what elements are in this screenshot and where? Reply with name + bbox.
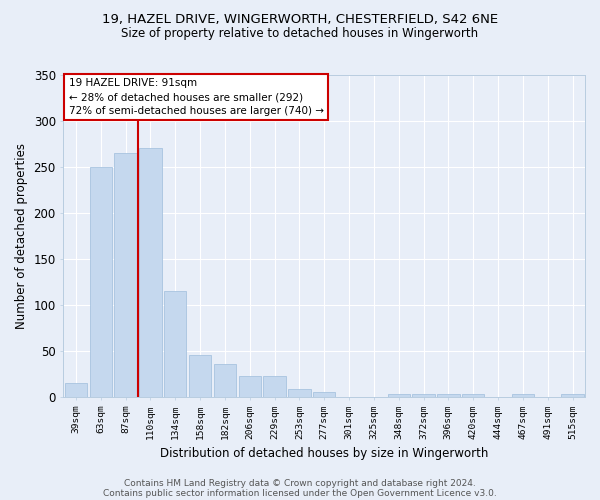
Text: Contains public sector information licensed under the Open Government Licence v3: Contains public sector information licen…: [103, 490, 497, 498]
Bar: [412, 394, 435, 396]
Bar: [562, 394, 584, 396]
Bar: [288, 389, 311, 396]
Bar: [89, 167, 112, 396]
Bar: [164, 291, 187, 397]
Bar: [115, 153, 137, 396]
Bar: [214, 364, 236, 396]
Y-axis label: Number of detached properties: Number of detached properties: [15, 143, 28, 329]
Bar: [462, 394, 484, 396]
Text: Size of property relative to detached houses in Wingerworth: Size of property relative to detached ho…: [121, 28, 479, 40]
Bar: [512, 394, 534, 396]
Bar: [388, 394, 410, 396]
Bar: [313, 392, 335, 396]
Bar: [263, 376, 286, 396]
Bar: [189, 355, 211, 397]
Bar: [437, 394, 460, 396]
Text: 19, HAZEL DRIVE, WINGERWORTH, CHESTERFIELD, S42 6NE: 19, HAZEL DRIVE, WINGERWORTH, CHESTERFIE…: [102, 12, 498, 26]
Text: Contains HM Land Registry data © Crown copyright and database right 2024.: Contains HM Land Registry data © Crown c…: [124, 480, 476, 488]
Bar: [65, 382, 87, 396]
Bar: [139, 148, 161, 396]
X-axis label: Distribution of detached houses by size in Wingerworth: Distribution of detached houses by size …: [160, 447, 488, 460]
Text: 19 HAZEL DRIVE: 91sqm
← 28% of detached houses are smaller (292)
72% of semi-det: 19 HAZEL DRIVE: 91sqm ← 28% of detached …: [68, 78, 323, 116]
Bar: [239, 376, 261, 396]
